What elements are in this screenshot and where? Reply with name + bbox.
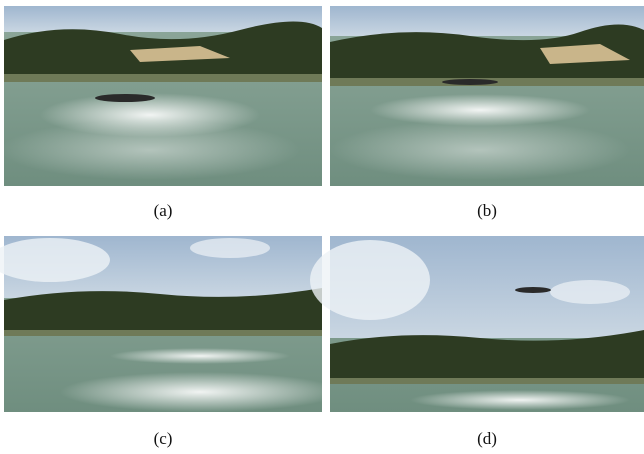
photo-b xyxy=(330,6,644,186)
photo-c xyxy=(0,236,340,412)
photo-d xyxy=(310,236,644,412)
caption: (a) xyxy=(154,201,173,220)
caption: (b) xyxy=(477,201,497,220)
figure: (a) (b) (c) (d) xyxy=(0,0,644,454)
caption: (c) xyxy=(154,429,173,448)
caption: (d) xyxy=(477,429,497,448)
photo-a xyxy=(0,6,322,186)
